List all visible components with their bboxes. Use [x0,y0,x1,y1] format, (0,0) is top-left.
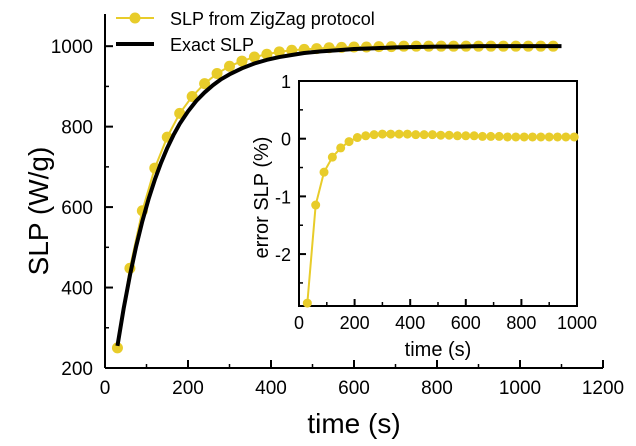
data-point-error [511,132,521,142]
inset-y-tick-label: 0 [281,130,291,150]
legend-label-exact: Exact SLP [170,35,254,55]
inset-frame [298,80,578,307]
data-point-error [477,131,487,141]
legend: SLP from ZigZag protocol Exact SLP [116,9,375,55]
data-point-zigzag [236,55,248,67]
inset-y-axis-label: error SLP (%) [251,137,273,259]
data-point-error [302,298,312,308]
data-point-error [344,137,354,147]
inset-chart: 0 200 400 600 800 1000 -2 -1 0 1 time (s) error … [251,72,597,361]
data-point-error [361,131,371,141]
inset-x-tick-label: 400 [395,313,425,333]
inset-y-tick-label: -2 [275,245,291,265]
data-point-error [486,131,496,141]
data-point-error [411,130,421,140]
main-x-tick-label: 0 [100,378,111,399]
inset-x-ticks: 0 200 400 600 800 1000 [294,299,597,333]
main-y-axis-label: SLP (W/g) [23,147,54,276]
inset-x-tick-label: 0 [294,313,304,333]
data-point-error [386,129,396,139]
data-point-error [319,167,329,177]
data-point-error [311,200,321,210]
data-point-error [528,132,538,142]
data-point-zigzag [199,78,211,90]
main-y-ticks: 200 400 600 800 1000 [51,37,113,380]
data-point-error [436,130,446,140]
data-point-error [494,131,504,141]
main-x-tick-label: 200 [172,378,204,399]
main-x-tick-label: 800 [421,378,453,399]
main-x-tick-label: 1000 [499,378,541,399]
data-point-error [444,130,454,140]
main-y-tick-label: 800 [61,118,93,139]
data-point-error [336,143,346,153]
main-x-axis-label: time (s) [307,408,400,439]
inset-x-tick-label: 1000 [557,313,597,333]
data-point-error [419,130,429,140]
data-point-error [369,130,379,140]
data-point-zigzag [248,51,260,63]
main-x-ticks: 0 200 400 600 800 1000 1200 [100,360,624,399]
data-point-error [503,132,512,142]
inset-y-tick-label: -1 [275,187,291,207]
data-point-error [394,129,404,139]
main-x-tick-label: 1200 [582,378,624,399]
data-point-error [553,132,563,142]
inset-y-ticks: -2 -1 0 1 [275,72,306,284]
data-point-error [469,131,479,141]
data-point-error [544,132,554,142]
data-point-error [402,129,412,139]
inset-series [302,129,579,308]
data-point-zigzag [273,46,285,58]
main-y-tick-label: 200 [61,359,93,380]
data-point-zigzag [211,68,223,80]
data-point-error [377,129,387,139]
data-point-zigzag [261,48,273,60]
inset-x-tick-label: 200 [340,313,370,333]
data-point-zigzag [111,342,123,354]
main-y-tick-label: 1000 [51,37,93,58]
inset-x-tick-label: 600 [451,313,481,333]
series-line-exact [115,44,562,347]
data-point-zigzag [186,90,198,102]
data-point-error [327,152,337,162]
data-point-error [519,132,529,142]
inset-x-tick-label: 800 [506,313,536,333]
main-x-tick-label: 400 [255,378,287,399]
data-point-error [352,133,362,143]
main-y-tick-label: 600 [61,198,93,219]
inset-x-axis-label: time (s) [405,339,472,361]
data-point-error [452,131,462,141]
legend-label-zigzag: SLP from ZigZag protocol [170,9,375,29]
legend-marker-zigzag [129,12,141,24]
data-point-zigzag [224,60,235,72]
data-point-error [536,132,546,142]
data-point-error [427,130,437,140]
inset-y-tick-label: 1 [281,72,291,92]
data-point-error [461,131,471,141]
data-point-error [569,132,579,142]
data-point-error [561,132,571,142]
main-series [111,40,562,354]
main-y-tick-label: 400 [61,279,93,300]
main-x-tick-label: 600 [338,378,370,399]
